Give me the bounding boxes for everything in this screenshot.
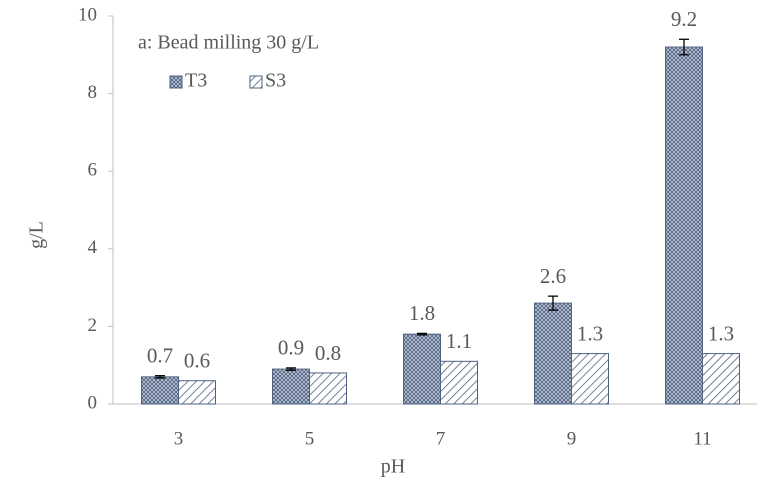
bar — [141, 376, 179, 405]
bar — [309, 372, 347, 405]
y-tick-label: 8 — [88, 82, 98, 103]
x-axis-label: pH — [381, 456, 405, 478]
x-tick-label: 11 — [693, 428, 711, 449]
data-label: 0.6 — [184, 349, 210, 373]
data-label: 1.3 — [577, 321, 603, 345]
data-label: 0.8 — [315, 341, 341, 365]
bar — [702, 353, 740, 405]
y-tick-label: 6 — [88, 160, 98, 181]
legend-label: S3 — [265, 70, 286, 92]
x-tick-label: 9 — [567, 428, 577, 449]
data-label: 1.1 — [446, 329, 472, 353]
bar — [534, 302, 572, 405]
y-tick-label: 2 — [88, 315, 98, 336]
legend-label: T3 — [185, 70, 207, 92]
bar — [440, 360, 478, 405]
annotation: a: Bead milling 30 g/L — [138, 32, 319, 54]
y-axis-label: g/L — [26, 221, 48, 249]
bar — [272, 368, 310, 405]
x-tick-label: 3 — [174, 428, 184, 449]
data-label: 0.9 — [278, 336, 304, 360]
x-tick-label: 5 — [305, 428, 315, 449]
bar — [571, 353, 609, 405]
legend-swatch — [249, 75, 263, 89]
x-tick-label: 7 — [436, 428, 446, 449]
bar — [665, 46, 703, 405]
data-label: 0.7 — [147, 343, 173, 367]
y-tick-label: 0 — [88, 392, 98, 413]
y-tick-label: 10 — [78, 4, 97, 25]
y-tick-label: 4 — [88, 237, 98, 258]
data-label: 9.2 — [671, 7, 697, 31]
data-label: 1.8 — [409, 301, 435, 325]
data-label: 1.3 — [708, 321, 734, 345]
bar — [178, 380, 216, 405]
legend-swatch — [169, 75, 183, 89]
bar — [403, 333, 441, 405]
data-label: 2.6 — [540, 264, 566, 288]
